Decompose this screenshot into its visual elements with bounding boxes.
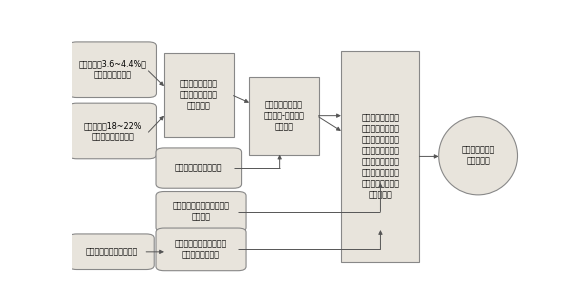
Text: 含有种子细胞的培养液: 含有种子细胞的培养液 bbox=[175, 164, 223, 173]
Text: 质量分数为18~22%
的促凝胶化生物材料: 质量分数为18~22% 的促凝胶化生物材料 bbox=[83, 121, 142, 141]
FancyBboxPatch shape bbox=[156, 148, 242, 188]
FancyBboxPatch shape bbox=[156, 192, 246, 232]
Text: 支架模型的分层与逐层增
量成形的路径规划: 支架模型的分层与逐层增 量成形的路径规划 bbox=[175, 239, 227, 259]
FancyBboxPatch shape bbox=[69, 103, 157, 159]
Text: 均匀混合，制备凝
胶状细胞-生物材料
混合单元: 均匀混合，制备凝 胶状细胞-生物材料 混合单元 bbox=[264, 100, 305, 131]
FancyBboxPatch shape bbox=[69, 234, 154, 270]
Text: 加热到熔融态的合成高分子
生物材料: 加热到熔融态的合成高分子 生物材料 bbox=[173, 202, 229, 222]
Bar bbox=[164, 53, 234, 137]
FancyBboxPatch shape bbox=[69, 42, 157, 98]
Text: 活性骨软骨一体
化梯度支架: 活性骨软骨一体 化梯度支架 bbox=[461, 146, 495, 166]
Bar bbox=[249, 77, 318, 155]
Text: 梯度支架的三维数字建模: 梯度支架的三维数字建模 bbox=[86, 247, 138, 256]
Bar bbox=[341, 51, 420, 262]
Text: 经灭菌、消毒后，
制备成均匀的生物
材料水溶液: 经灭菌、消毒后， 制备成均匀的生物 材料水溶液 bbox=[180, 80, 218, 111]
Text: 通过同轴喷头挤出
单元，在计算机系
统的控制之下，根
据支架模型的分层
信息与成形的路径
规划，在支架材料
接收板上的指定位
置逐层堆积: 通过同轴喷头挤出 单元，在计算机系 统的控制之下，根 据支架模型的分层 信息与成… bbox=[361, 113, 399, 200]
FancyBboxPatch shape bbox=[156, 228, 246, 271]
Text: 质量分数为3.6~4.4%的
离子浓度敏感材料: 质量分数为3.6~4.4%的 离子浓度敏感材料 bbox=[79, 60, 147, 80]
Ellipse shape bbox=[439, 117, 517, 195]
